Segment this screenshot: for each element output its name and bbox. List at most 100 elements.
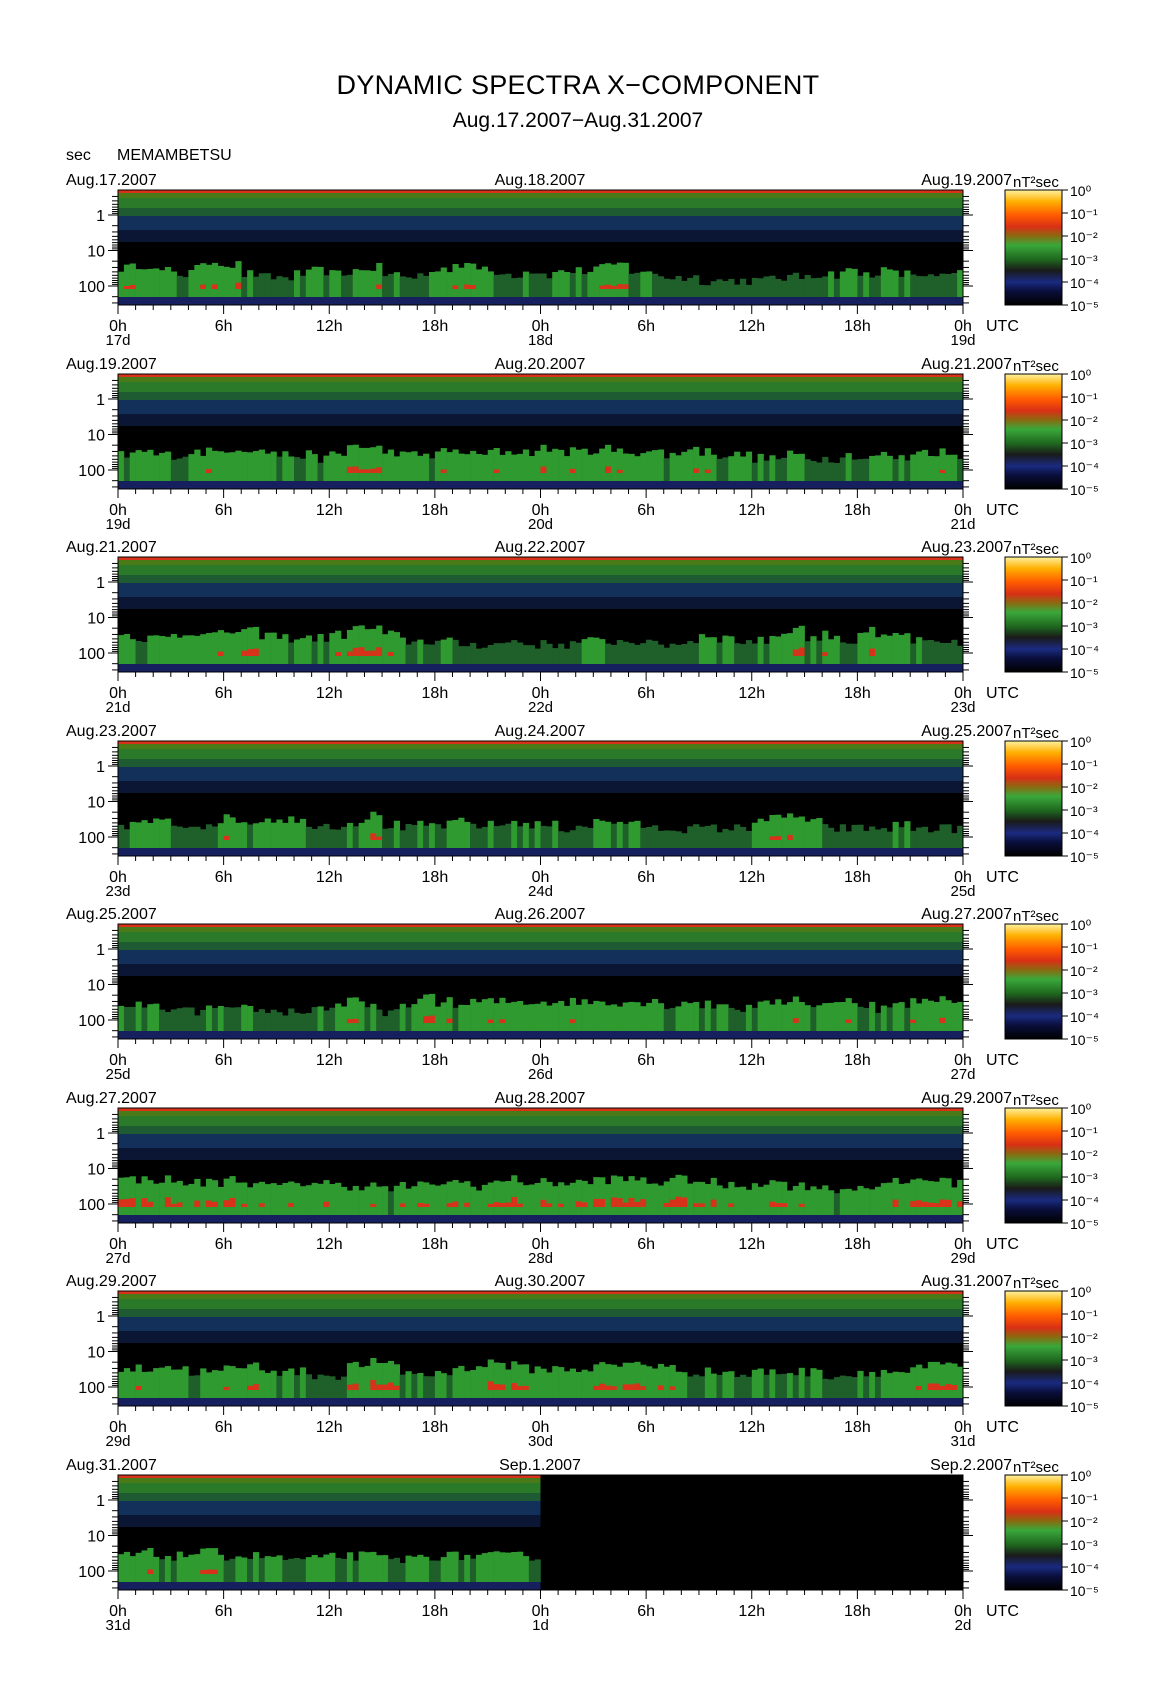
spectral-column [229,1366,236,1398]
y-tick-label: 1 [96,1126,105,1143]
spectral-peak [769,1201,776,1207]
colorbar-unit: nT²sec [1013,541,1059,558]
spectral-peak [798,647,805,656]
spectral-column [593,1177,600,1215]
y-tick-label: 10 [87,1162,105,1179]
spectral-column [528,1004,535,1031]
spectral-column [581,999,588,1031]
spectral-column [118,271,125,297]
spectral-column [329,1376,336,1398]
spectral-column [346,630,354,664]
spectral-column [951,1363,958,1398]
spectral-column [757,278,764,297]
spectral-column [153,1368,160,1398]
spectral-column [528,1184,535,1215]
colorbar-label: 10⁻¹ [1070,206,1098,222]
spectral-column [188,826,195,848]
spectral-column [740,278,747,297]
spectral-column [223,1178,230,1215]
colorbar-label: 10⁻⁴ [1070,1193,1099,1209]
spectral-column [716,458,723,481]
spectral-peak [522,1385,530,1390]
spectral-peak [610,285,618,289]
x-tick-label: 0h [532,1236,550,1253]
spectral-column [634,272,641,297]
spectral-peak [487,1019,494,1023]
spectral-column [540,1178,547,1215]
spectral-column [487,820,494,848]
colorbar-label: 10⁻¹ [1070,757,1098,773]
spectral-column [757,1186,764,1215]
spectral-column [194,826,201,848]
spectral-column [857,1186,864,1215]
spectral-column [552,820,559,848]
spectral-column [640,643,647,664]
band-top-olive [118,377,963,382]
spectral-column [182,1366,189,1398]
x-tick-label: 0h [954,1052,972,1069]
spectral-column [164,1366,172,1398]
band-top-teal [118,942,963,950]
spectral-peak [951,1385,958,1390]
spectral-column [892,1003,899,1031]
spectral-column [229,817,236,848]
colorbar-label: 10⁻⁴ [1070,275,1099,291]
spectral-peak [253,648,260,656]
spectral-column [763,1374,770,1398]
spectral-column [346,445,354,481]
x-tick-label: 6h [215,1419,233,1436]
spectral-column [352,1560,359,1582]
spectral-column [305,1374,312,1398]
spectral-column [886,1007,893,1031]
y-tick-label: 1 [96,942,105,959]
spectral-column [235,1556,242,1582]
spectral-column [200,1186,207,1215]
x-tick-label: 0h [109,1052,127,1069]
spectral-column [476,1366,483,1398]
spectral-column [581,826,588,848]
spectral-column [828,1379,835,1398]
spectral-column [382,1363,389,1398]
colorbar-label: 10⁻¹ [1070,390,1098,406]
spectral-peak [217,651,224,656]
day-label-left: 27d [105,1250,130,1267]
spectral-column [587,828,594,848]
x-tick-label: 12h [738,1419,765,1436]
spectral-column [135,641,142,664]
spectral-column [264,453,271,481]
x-tick-label: 12h [316,318,343,335]
x-tick-label: 12h [738,502,765,519]
spectral-column [898,827,905,848]
spectral-column [423,1376,430,1398]
spectral-column [540,825,547,848]
spectral-column [434,271,442,297]
spectral-column [393,456,400,481]
spectral-column [921,449,929,481]
spectral-peak [229,1197,236,1207]
spectral-column [393,272,400,297]
spectral-column [258,1370,265,1398]
spectral-peak [822,652,829,656]
spectral-column [258,1009,265,1031]
spectral-column [740,456,747,481]
spectral-column [698,285,706,297]
colorbar [1004,373,1063,490]
colorbar-label: 10⁰ [1070,734,1092,750]
spectral-column [376,263,383,297]
spectral-column [493,826,500,848]
spectral-column [253,626,260,664]
spectral-column [587,637,594,664]
x-tick-label: 6h [215,1236,233,1253]
spectral-column [728,636,735,664]
spectral-column [798,816,805,848]
spectral-column [722,1004,729,1031]
band-bottom-blue [118,297,963,305]
band-top-navy [118,781,963,793]
spectral-column [129,1006,136,1031]
spectral-column [317,462,324,481]
spectral-column [329,1184,336,1215]
colorbar [1004,189,1063,306]
spectral-column [675,455,682,481]
spectral-column [464,1005,471,1031]
spectral-column [188,1183,195,1215]
